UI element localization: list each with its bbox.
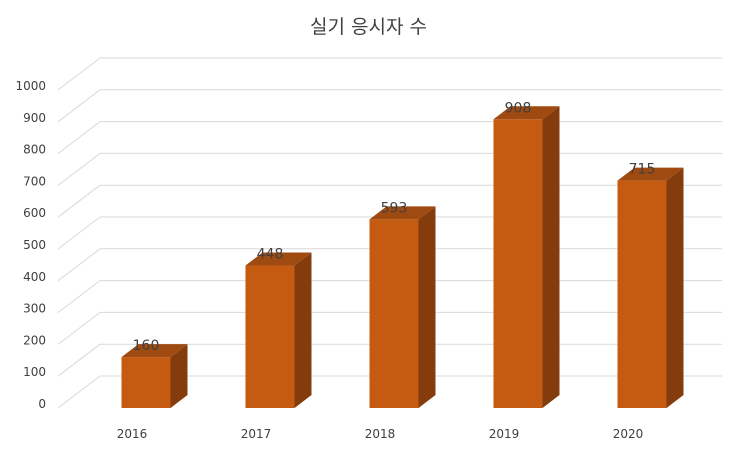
y-tick-label: 300	[23, 302, 46, 316]
y-tick-label: 600	[23, 206, 46, 220]
data-label-2018: 593	[381, 200, 408, 216]
gridline-diagonal	[57, 57, 101, 91]
x-tick-label-2016: 2016	[117, 427, 148, 441]
bar-2019	[493, 119, 543, 409]
data-label-2020: 715	[629, 162, 656, 178]
gridline-diagonal	[57, 280, 101, 313]
y-tick-label: 500	[23, 238, 46, 252]
y-tick-label: 200	[23, 333, 46, 347]
bar-top-2017	[245, 252, 312, 266]
bar-top-2016	[121, 344, 188, 358]
chart-title: 실기 응시자 수	[310, 16, 427, 38]
gridline-diagonal	[57, 89, 101, 123]
bars	[121, 106, 684, 409]
y-tick-label: 900	[23, 111, 46, 125]
y-tick-label: 0	[38, 397, 46, 411]
bar-2017	[245, 265, 295, 408]
y-tick-label: 1000	[15, 79, 46, 93]
bar-top-2019	[493, 106, 560, 120]
x-tick-label-2019: 2019	[489, 427, 520, 441]
gridline-diagonal	[57, 312, 101, 345]
x-tick-label-2017: 2017	[241, 427, 272, 441]
bar-side-2016	[170, 344, 188, 408]
y-tick-label: 800	[23, 143, 46, 157]
bar-side-2020	[666, 167, 684, 408]
gridline-diagonal	[57, 375, 101, 409]
bar-2018	[369, 219, 419, 408]
gridline-diagonal	[57, 153, 101, 186]
gridline-diagonal	[57, 216, 101, 250]
bar-side-2019	[542, 106, 560, 409]
data-label-2016: 160	[133, 338, 160, 354]
bar-side-2017	[294, 252, 312, 408]
bar-2020	[617, 180, 667, 408]
data-label-2019: 908	[505, 100, 532, 116]
bar-top-2018	[369, 206, 436, 220]
x-tick-label-2018: 2018	[365, 427, 396, 441]
y-axis-tick-labels: 0 100 200 300 400 500 600 700 800 900 1000	[15, 79, 46, 411]
gridline-diagonal	[57, 121, 101, 154]
data-label-2017: 448	[257, 247, 284, 263]
gridline-diagonal	[57, 248, 101, 282]
x-tick-label-2020: 2020	[613, 427, 644, 441]
y-tick-label: 100	[23, 365, 46, 379]
bar-side-2018	[418, 206, 436, 408]
gridline-diagonal	[57, 184, 101, 218]
bar-2016	[121, 357, 171, 408]
gridline-diagonal	[57, 343, 101, 377]
y-tick-label: 400	[23, 270, 46, 284]
bar-top-2020	[617, 167, 684, 181]
x-axis-tick-labels: 2016 2017 2018 2019 2020	[117, 427, 644, 441]
data-labels: 160 448 593 908 715	[133, 100, 656, 354]
y-tick-label: 700	[23, 174, 46, 188]
